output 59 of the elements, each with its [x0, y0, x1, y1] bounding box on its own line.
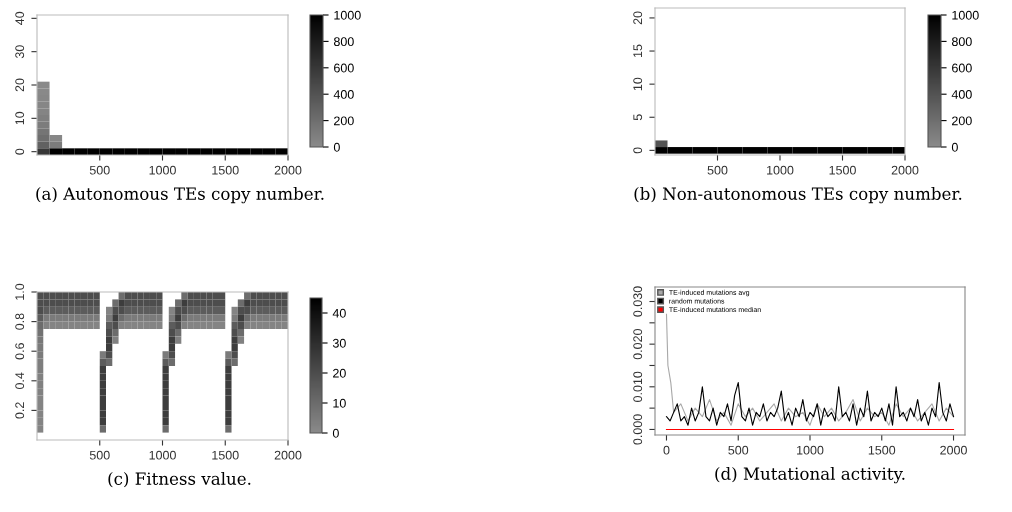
x-tick-label: 500: [707, 165, 728, 175]
color-bar-label: 800: [333, 37, 354, 47]
color-bar-label: 0: [951, 142, 958, 152]
y-tick-label: 15: [633, 44, 643, 58]
y-tick-label: 5: [633, 114, 643, 121]
x-tick-label: 500: [89, 165, 110, 175]
y-tick-label: 0.000: [633, 414, 643, 445]
x-tick-label: 500: [89, 450, 110, 460]
color-bar-label: 10: [333, 398, 346, 408]
y-tick-label: 40: [15, 11, 25, 25]
x-tick-label: 2000: [891, 165, 919, 175]
y-tick-label: 0: [633, 147, 643, 154]
x-tick-label: 1500: [212, 165, 239, 175]
text: (a) Autonomous TEs copy number.: [36, 187, 324, 204]
x-tick-label: 1000: [149, 450, 176, 460]
x-tick-label: 500: [728, 445, 749, 455]
y-tick-label: 1.0: [15, 283, 25, 300]
y-tick-label: 0.010: [633, 371, 643, 402]
text: (c) Fitness value.: [108, 472, 251, 488]
color-bar-label: 40: [332, 308, 346, 318]
color-bar-label: 400: [951, 90, 972, 99]
line-series: [665, 313, 955, 426]
y-tick-label: 0.8: [15, 313, 25, 330]
color-bar-label: 600: [952, 63, 972, 73]
y-tick-label: 0.2: [15, 402, 25, 419]
y-tick-label: 0.6: [15, 343, 25, 360]
color-bar-label: 20: [333, 368, 346, 378]
color-bar-label: 1000: [334, 10, 361, 20]
y-tick-label: 0.030: [633, 286, 643, 317]
y-tick-label: 10: [15, 111, 25, 125]
x-tick-label: 0: [663, 445, 670, 455]
y-tick-label: 0: [15, 148, 25, 155]
x-tick-label: 1500: [829, 165, 856, 175]
x-tick-label: 1000: [767, 165, 794, 175]
color-bar-label: 400: [333, 90, 354, 99]
line-series: [665, 381, 955, 426]
y-tick-label: 0.020: [633, 329, 643, 360]
color-bar-label: 600: [334, 63, 354, 73]
color-bar-label: 0: [333, 142, 340, 152]
y-tick-label: 10: [633, 77, 643, 91]
x-tick-label: 1500: [212, 450, 239, 460]
x-tick-label: 2000: [274, 450, 302, 460]
y-tick-label: 20: [633, 11, 643, 25]
color-bar-label: 800: [951, 37, 972, 47]
color-bar-label: 0: [332, 428, 339, 438]
y-tick-label: 30: [15, 45, 25, 59]
text: (d) Mutational activity.: [715, 467, 905, 484]
color-bar-label: 1000: [952, 10, 979, 20]
color-bar-label: 200: [334, 116, 354, 126]
x-tick-label: 2000: [274, 165, 302, 175]
x-tick-label: 1500: [868, 445, 896, 455]
text: (b) Non-autonomous TEs copy number.: [634, 187, 962, 204]
x-tick-label: 2000: [940, 445, 967, 455]
x-tick-label: 1000: [797, 445, 824, 455]
y-tick-label: 0.4: [15, 372, 25, 389]
y-tick-label: 20: [15, 78, 25, 92]
color-bar-label: 200: [952, 116, 972, 126]
color-bar-label: 30: [332, 338, 346, 348]
x-tick-label: 1000: [149, 165, 176, 175]
